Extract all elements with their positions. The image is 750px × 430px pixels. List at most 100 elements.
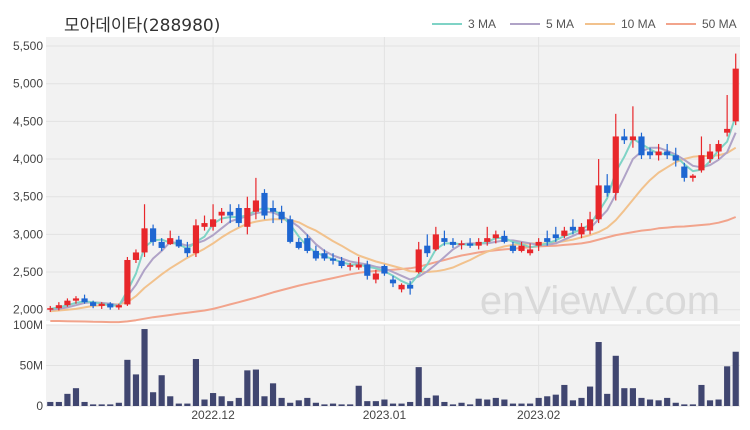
volume-bar: [338, 404, 345, 406]
price-tick-label: 5,500: [13, 39, 43, 53]
candle: [107, 302, 114, 310]
candle-body: [484, 238, 491, 242]
volume-bars: [47, 329, 739, 406]
candle: [441, 230, 448, 246]
candle-body: [192, 225, 200, 254]
candle-body: [184, 247, 191, 254]
volume-bar: [167, 396, 174, 406]
volume-bar: [578, 397, 585, 406]
candle: [706, 143, 714, 163]
candle-body: [535, 241, 542, 246]
candle: [646, 147, 654, 160]
candle-body: [544, 238, 551, 242]
candle-body: [295, 241, 302, 248]
volume-bar: [81, 401, 88, 406]
volume-bar: [604, 393, 611, 406]
candle: [295, 238, 302, 250]
volume-bar: [475, 398, 482, 406]
candle: [175, 235, 182, 248]
volume-bar: [595, 342, 602, 406]
volume-bar: [355, 385, 362, 406]
candle-body: [115, 305, 122, 308]
candle: [55, 302, 62, 311]
candle-body: [329, 258, 337, 261]
candle: [698, 136, 705, 173]
volume-bar: [535, 397, 542, 406]
volume-bar: [638, 397, 645, 406]
volume-bar: [244, 370, 251, 406]
candle: [527, 243, 534, 256]
candle-body: [518, 245, 525, 251]
volume-bar: [261, 396, 268, 406]
candle-body: [218, 211, 225, 216]
candle-body: [732, 68, 739, 122]
volume-bar: [586, 386, 594, 406]
candle: [64, 298, 71, 307]
candle: [449, 238, 457, 248]
candle: [681, 162, 688, 182]
candle: [398, 283, 405, 293]
volume-bar: [158, 375, 165, 406]
candle-body: [407, 284, 414, 289]
candle: [347, 262, 354, 271]
volume-bar: [124, 359, 131, 406]
volume-bar: [398, 403, 405, 406]
candle-body: [612, 136, 619, 193]
candle: [235, 204, 242, 227]
candle-body: [364, 264, 371, 276]
candle: [244, 196, 251, 235]
candle: [475, 238, 482, 250]
chart-title: 모아데이타(288980): [64, 16, 221, 36]
candle: [184, 241, 191, 257]
volume-bar: [698, 384, 705, 406]
candle: [287, 215, 294, 244]
candle-body: [664, 151, 671, 156]
candle: [467, 238, 474, 248]
volume-bar: [672, 402, 679, 406]
volume-bar: [218, 396, 225, 406]
volume-bar: [372, 401, 379, 406]
legend-swatch-ma5: [510, 23, 540, 25]
candle-body: [304, 238, 311, 251]
candle-body: [724, 128, 731, 133]
volume-bar: [184, 403, 191, 406]
volume-bar: [458, 402, 465, 406]
candle: [629, 106, 636, 148]
volume-bar: [518, 403, 525, 406]
volume-bar: [192, 359, 200, 406]
candle-body: [72, 298, 80, 301]
volume-bar: [544, 396, 551, 406]
candle: [492, 230, 499, 244]
volume-bar: [278, 397, 285, 406]
candle-body: [629, 136, 636, 141]
candle: [355, 256, 362, 270]
volume-bar: [389, 403, 397, 406]
volume-bar: [47, 401, 54, 406]
candle-body: [698, 155, 705, 171]
date-tick-label: 2023.02: [517, 408, 561, 422]
candle: [664, 143, 671, 160]
volume-bar: [150, 392, 157, 406]
volume-bar: [321, 404, 328, 406]
candle: [312, 245, 319, 261]
candle-body: [381, 266, 388, 274]
candle: [115, 303, 122, 310]
price-tick-label: 5,000: [13, 77, 43, 91]
candle-body: [261, 192, 268, 216]
candle-body: [124, 259, 131, 305]
candle-body: [227, 211, 234, 216]
volume-bar: [432, 395, 439, 406]
candle-body: [158, 241, 165, 248]
candle: [304, 234, 311, 254]
volume-bar: [72, 388, 80, 406]
legend-swatch-ma3: [432, 23, 462, 25]
candle-body: [90, 302, 97, 306]
candle-body: [347, 265, 354, 267]
volume-bar: [415, 367, 422, 406]
volume-bar: [269, 383, 277, 406]
legend-label-ma50: 50 MA: [702, 17, 737, 31]
candle: [561, 226, 568, 239]
candle-body: [321, 253, 328, 259]
candle: [124, 256, 131, 306]
